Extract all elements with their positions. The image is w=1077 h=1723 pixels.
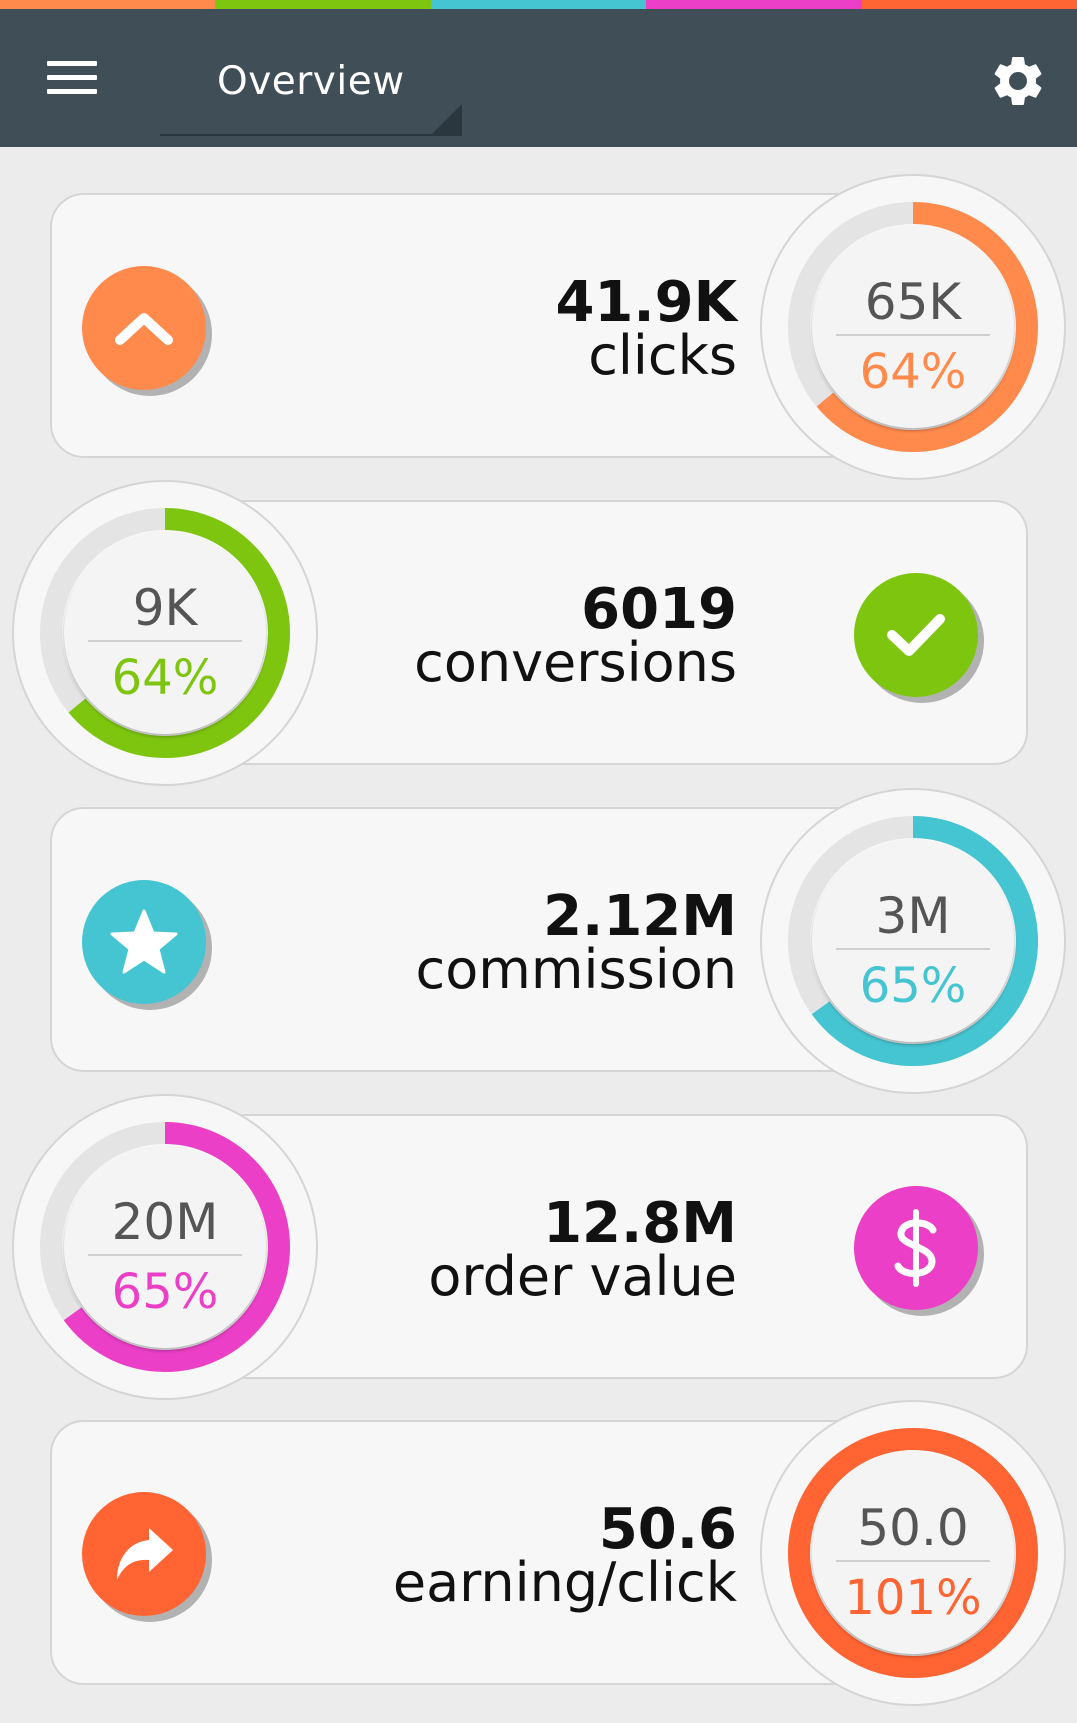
divider: [88, 1254, 242, 1256]
share-arrow-icon: [82, 1492, 206, 1616]
target-value: 50.0: [857, 1499, 969, 1557]
hamburger-menu-icon[interactable]: [47, 57, 99, 97]
progress-fill: [788, 1428, 1038, 1678]
target-value: 9K: [132, 579, 198, 637]
metric-value: 41.9K: [555, 270, 737, 335]
page-title: Overview: [217, 59, 405, 104]
metric-value-block: 6019 conversions: [192, 577, 737, 694]
metric-value: 2.12M: [543, 884, 737, 949]
progress-ring-center: 9K 64%: [64, 532, 266, 734]
progress-fill: [788, 202, 1038, 452]
gear-icon[interactable]: [988, 51, 1048, 111]
progress-fill: [40, 508, 290, 758]
percent-value: 64%: [859, 344, 967, 400]
stripe-segment: [430, 0, 647, 9]
progress-ring-center: 65K 64%: [812, 226, 1014, 428]
target-value: 65K: [864, 273, 962, 331]
target-value: 3M: [875, 887, 951, 945]
metric-value-block: 41.9K clicks: [192, 270, 737, 387]
star-icon: [82, 880, 206, 1004]
progress-arc: [40, 508, 290, 758]
progress-ring-center: 50.0 101%: [812, 1452, 1014, 1654]
metric-label: commission: [415, 938, 737, 1001]
progress-ring-center: 3M 65%: [812, 840, 1014, 1042]
progress-arc: [40, 1122, 290, 1372]
stripe-segment: [646, 0, 862, 9]
percent-value: 65%: [859, 958, 967, 1014]
checkmark-icon: [854, 573, 978, 697]
progress-fill: [40, 1122, 290, 1372]
progress-arc: [788, 202, 1038, 452]
metric-label: order value: [428, 1245, 737, 1308]
progress-ring: 65K 64%: [760, 174, 1066, 480]
progress-ring: 20M 65%: [12, 1094, 318, 1400]
top-color-stripe: [0, 0, 1077, 9]
stripe-segment: [215, 0, 431, 9]
divider: [836, 334, 990, 336]
metric-value-block: 50.6 earning/click: [192, 1497, 737, 1614]
metric-label: conversions: [414, 631, 737, 694]
metric-value: 50.6: [598, 1497, 737, 1562]
progress-ring-center: 20M 65%: [64, 1146, 266, 1348]
app-bar: Overview: [0, 9, 1077, 147]
stripe-segment: [861, 0, 1077, 9]
percent-value: 64%: [111, 650, 219, 706]
stripe-segment: [0, 0, 216, 9]
chevron-up-icon: [82, 266, 206, 390]
dropdown-corner-indicator: [432, 104, 462, 134]
metric-label: clicks: [588, 324, 737, 387]
divider: [836, 1560, 990, 1562]
dollar-icon: [854, 1186, 978, 1310]
metric-label: earning/click: [392, 1551, 737, 1614]
percent-value: 65%: [111, 1264, 219, 1320]
target-value: 20M: [111, 1193, 219, 1251]
progress-arc: [788, 1428, 1038, 1678]
metric-value: 12.8M: [543, 1191, 737, 1256]
progress-ring: 9K 64%: [12, 480, 318, 786]
metric-value: 6019: [581, 577, 737, 642]
metric-value-block: 2.12M commission: [192, 884, 737, 1001]
divider: [836, 948, 990, 950]
metric-value-block: 12.8M order value: [192, 1191, 737, 1308]
percent-value: 101%: [844, 1570, 982, 1626]
progress-fill: [788, 816, 1038, 1066]
progress-ring: 50.0 101%: [760, 1400, 1066, 1706]
divider: [88, 640, 242, 642]
view-selector-dropdown[interactable]: Overview: [160, 49, 462, 136]
progress-ring: 3M 65%: [760, 788, 1066, 1094]
progress-arc: [788, 816, 1038, 1066]
